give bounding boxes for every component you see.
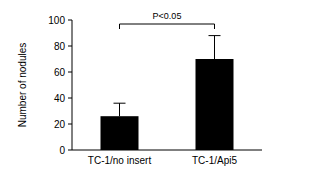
y-tick-label: 40 <box>54 93 66 104</box>
y-axis <box>72 20 73 150</box>
y-axis-label: Number of nodules <box>17 43 28 128</box>
marks <box>101 36 234 150</box>
y-tick-label: 20 <box>54 119 66 130</box>
y-tick <box>68 98 72 99</box>
x-tick-label: TC-1/Api5 <box>192 155 237 166</box>
error-bar <box>114 103 126 116</box>
y-tick-label: 60 <box>54 67 66 78</box>
error-bar <box>209 36 221 59</box>
bracket <box>120 24 215 29</box>
bar <box>196 59 234 150</box>
y-tick <box>68 46 72 47</box>
y-tick-label: 0 <box>59 145 65 156</box>
annotation: P<0.05 <box>153 11 182 21</box>
y-tick <box>68 72 72 73</box>
x-tick-label: TC-1/no insert <box>88 155 152 166</box>
y-tick <box>68 150 72 151</box>
y-tick-label: 80 <box>54 41 66 52</box>
chart-svg: 0 20 40 60 80 100 Number of nodules TC-1/no ins… <box>0 0 312 182</box>
y-tick <box>68 124 72 125</box>
chart: 0 20 40 60 80 100 Number of nodules TC-1/no ins… <box>0 0 312 182</box>
y-tick-label: 100 <box>48 15 65 26</box>
y-tick <box>68 20 72 21</box>
bar <box>101 116 139 150</box>
